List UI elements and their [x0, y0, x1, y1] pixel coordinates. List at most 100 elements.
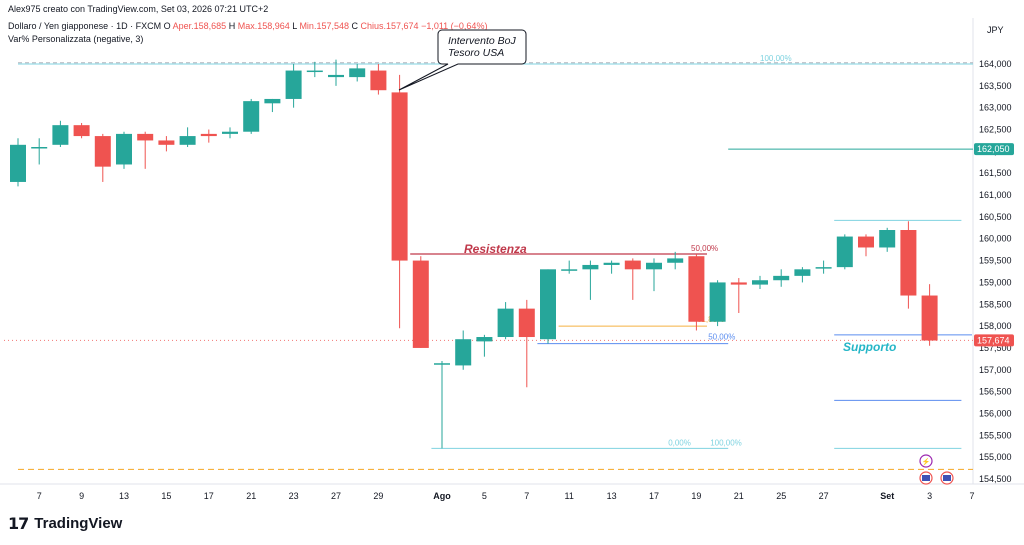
candle-body[interactable] [412, 260, 429, 348]
y-tick-label: 158,000 [979, 321, 1012, 331]
us-flag-icon [922, 475, 930, 481]
x-tick-label: 9 [79, 491, 84, 501]
indicator-label[interactable]: Var% Personalizzata (negative, 3) [8, 34, 144, 44]
x-tick-label: 27 [331, 491, 341, 501]
support-label: Supporto [843, 340, 896, 354]
ohlc-label: H [226, 21, 238, 31]
fib-pct-label: 100,00% [760, 54, 792, 63]
candle-body[interactable] [158, 140, 175, 145]
candle-body[interactable] [328, 74, 344, 78]
candle-body[interactable] [709, 282, 726, 322]
candle-body[interactable] [10, 144, 26, 182]
candle-body[interactable] [858, 236, 874, 248]
candle-body[interactable] [921, 295, 938, 341]
fib-pct-label: 50,00% [708, 333, 735, 342]
y-tick-label: 159,500 [979, 256, 1012, 266]
x-tick-label: 21 [246, 491, 256, 501]
candle-body[interactable] [773, 275, 790, 281]
candle-body[interactable] [434, 363, 450, 365]
event-flash-icon[interactable] [919, 454, 933, 468]
resistance-label: Resistenza [464, 242, 527, 256]
x-tick-label: 25 [776, 491, 786, 501]
candle-body[interactable] [815, 267, 832, 269]
candle-body[interactable] [285, 70, 302, 99]
candle-body[interactable] [179, 136, 196, 145]
ohlc-value: Chius.157,674 [360, 21, 419, 31]
candle-body[interactable] [561, 269, 578, 271]
x-tick-label: 21 [734, 491, 744, 501]
candle-body[interactable] [116, 133, 132, 165]
price-tag-label: 157,674 [977, 335, 1010, 345]
x-tick-label: 19 [691, 491, 701, 501]
symbol-name[interactable]: Dollaro / Yen giapponese · 1D · FXCM [8, 21, 162, 31]
callout-box[interactable] [398, 29, 527, 91]
y-tick-label: 158,500 [979, 299, 1012, 309]
x-tick-label: 23 [289, 491, 299, 501]
currency-label: JPY [987, 25, 1004, 35]
candle-body[interactable] [540, 269, 556, 340]
candle-body[interactable] [646, 262, 662, 270]
price-tag [974, 143, 1014, 156]
x-tick-label: 11 [565, 491, 574, 501]
candle-body[interactable] [730, 282, 747, 285]
candle-body[interactable] [518, 308, 535, 338]
candle-body[interactable] [836, 236, 853, 268]
ohlc-value: Min.157,548 [299, 21, 349, 31]
chart-credit: Alex975 creato con TradingView.com, Set … [8, 4, 269, 14]
candle-body[interactable] [349, 68, 366, 78]
y-tick-label: 159,000 [979, 277, 1012, 287]
fib-pct-label: 100,00% [710, 438, 742, 447]
candle-body[interactable] [900, 230, 917, 296]
x-tick-label: 15 [161, 491, 171, 501]
candle-body[interactable] [752, 280, 768, 285]
y-tick-label: 154,500 [979, 474, 1012, 484]
fib-pct-label: 0,00% [668, 438, 691, 447]
x-tick-label: 17 [204, 491, 214, 501]
candle-body[interactable] [137, 133, 154, 141]
y-tick-label: 160,500 [979, 212, 1012, 222]
y-tick-label: 161,500 [979, 168, 1012, 178]
y-tick-label: 163,000 [979, 103, 1012, 113]
x-tick-label: 13 [607, 491, 617, 501]
candle-body[interactable] [688, 256, 705, 322]
candle-body[interactable] [476, 337, 493, 342]
tradingview-logo-text: TradingView [34, 515, 123, 532]
y-tick-label: 157,500 [979, 343, 1012, 353]
x-tick-label: 7 [37, 491, 42, 501]
y-tick-label: 163,500 [979, 81, 1012, 91]
y-tick-label: 160,000 [979, 234, 1012, 244]
candle-body[interactable] [52, 125, 69, 145]
candle-body[interactable] [455, 339, 472, 366]
candle-body[interactable] [603, 262, 620, 265]
candle-body[interactable] [794, 269, 811, 276]
candle-body[interactable] [370, 70, 387, 91]
price-tag-label: 162,050 [977, 144, 1010, 154]
x-tick-label: 5 [482, 491, 487, 501]
callout-line-2: Tesoro USA [448, 47, 504, 59]
candle-body[interactable] [624, 260, 641, 270]
candle-body[interactable] [31, 147, 48, 149]
ohlc-label: C [348, 21, 361, 31]
x-tick-label: 7 [969, 491, 974, 501]
x-tick-label: Ago [433, 491, 451, 501]
candle-body[interactable] [243, 101, 260, 132]
candle-body[interactable] [200, 133, 217, 137]
candle-body[interactable] [73, 125, 90, 137]
candle-body[interactable] [222, 131, 238, 134]
candle-body[interactable] [667, 258, 684, 263]
x-tick-label: 7 [524, 491, 529, 501]
candle-body[interactable] [264, 98, 281, 104]
candle-body[interactable] [94, 136, 111, 167]
ohlc-value: Aper.158,685 [172, 21, 227, 31]
candle-body[interactable] [879, 230, 896, 248]
candle-body[interactable] [391, 92, 408, 261]
y-tick-label: 156,500 [979, 387, 1012, 397]
candle-body[interactable] [306, 70, 323, 73]
candle-body[interactable] [497, 308, 514, 338]
x-tick-label: 3 [927, 491, 932, 501]
ohlc-value: Max.158,964 [237, 21, 290, 31]
symbol-info: Dollaro / Yen giapponese · 1D · FXCM O A… [8, 21, 487, 31]
candle-body[interactable] [582, 264, 599, 270]
x-tick-label: 27 [819, 491, 829, 501]
